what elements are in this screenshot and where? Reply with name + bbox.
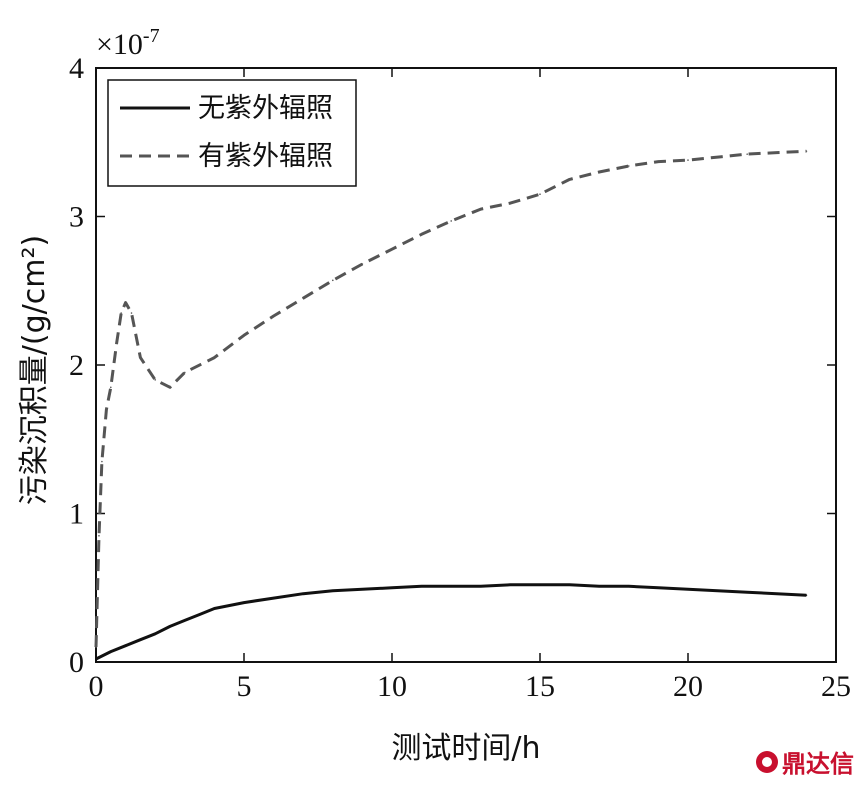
series-1-point	[391, 586, 393, 589]
series-2-point	[95, 646, 97, 648]
series-1-point	[509, 583, 512, 586]
y-scale-base: ×10	[96, 28, 143, 61]
series-1-point	[716, 589, 719, 592]
legend-box	[107, 79, 357, 187]
legend: 无紫外辐照 有紫外辐照	[107, 79, 357, 187]
series-2-point	[332, 279, 334, 282]
series-line-2	[94, 149, 807, 648]
x-tick-label: 15	[525, 670, 555, 703]
series-1-point	[139, 638, 142, 641]
series-2-point	[243, 334, 245, 337]
y-axis-ticks: 0 1 2 3 4	[69, 52, 836, 679]
series-1-point	[154, 632, 156, 635]
series-1-point	[746, 591, 748, 594]
x-tick-label: 20	[673, 670, 703, 703]
y-tick-label: 1	[69, 498, 84, 531]
series-layer	[94, 149, 808, 661]
series-2-point	[450, 220, 453, 222]
x-tick-label: 25	[821, 670, 851, 703]
series-2-point	[776, 151, 778, 154]
series-1-point	[110, 650, 112, 653]
series-1-point	[124, 644, 127, 647]
legend-label-series-1: 无紫外辐照	[198, 93, 333, 124]
series-2-point	[169, 386, 171, 389]
series-2-point	[302, 297, 305, 299]
y-axis-title: 污染沉积量/(g/cm²)	[17, 235, 52, 505]
series-1-point	[628, 585, 630, 588]
y-tick-label: 2	[69, 349, 84, 382]
series-2-point	[139, 356, 142, 359]
x-axis-title: 测试时间/h	[391, 731, 540, 766]
x-tick-label: 0	[89, 670, 104, 703]
series-2-point	[391, 248, 393, 250]
series-2-point	[272, 315, 275, 317]
series-2-point	[110, 386, 112, 389]
x-axis-ticks: 0 5 10 15 20 25	[89, 68, 851, 703]
series-1-point	[568, 583, 571, 586]
series-2-point	[101, 460, 103, 463]
series-1-point	[480, 585, 482, 588]
series-2-point	[124, 301, 127, 304]
series-1-point	[361, 588, 364, 591]
series-2-point	[805, 150, 808, 152]
series-2-point	[657, 160, 660, 163]
y-scale-exponent: -7	[143, 25, 160, 47]
series-1-point	[213, 607, 216, 610]
series-1-point	[539, 583, 541, 586]
series-2-point	[105, 408, 108, 411]
series-1-point	[657, 586, 660, 589]
series-2-point	[509, 202, 512, 204]
series-2-point	[687, 159, 689, 161]
series-2-point	[184, 371, 186, 374]
series-1-point	[243, 601, 245, 604]
series-1-point	[687, 588, 689, 591]
series-1-point	[332, 589, 334, 592]
series-1-point	[776, 592, 778, 595]
series-2-point	[420, 233, 423, 236]
watermark-icon	[756, 750, 778, 773]
watermark-text: 鼎达信	[782, 750, 854, 778]
series-1-point	[450, 585, 453, 588]
series-1-point	[169, 625, 171, 628]
series-2-point	[568, 178, 571, 181]
series-1-point	[95, 658, 97, 660]
y-tick-label: 3	[69, 201, 84, 234]
x-tick-label: 10	[377, 670, 407, 703]
series-2-point	[213, 356, 216, 359]
watermark-logo: 鼎达信	[756, 744, 854, 779]
series-2-point	[120, 312, 122, 314]
y-scale-label: ×10-7	[96, 25, 160, 61]
series-2-point	[98, 534, 100, 537]
series-2-point	[130, 312, 133, 314]
series-2-point	[598, 171, 600, 173]
series-2-point	[716, 156, 719, 158]
series-2-point	[539, 193, 541, 196]
series-1-point	[420, 585, 423, 588]
series-1-point	[598, 585, 600, 588]
series-2-point	[115, 341, 118, 344]
series-2-point	[480, 208, 482, 210]
series-2-point	[154, 379, 156, 381]
series-2-point	[628, 165, 630, 167]
series-1-point	[198, 613, 201, 616]
series-2-point	[361, 263, 364, 265]
legend-label-series-2: 有紫外辐照	[198, 141, 333, 172]
y-tick-label: 4	[69, 52, 84, 85]
series-1-point	[805, 594, 808, 596]
x-tick-label: 5	[237, 670, 252, 703]
series-1-point	[302, 592, 305, 595]
y-tick-label: 0	[69, 646, 84, 679]
series-2-point	[746, 153, 748, 155]
series-1-point	[272, 597, 275, 599]
series-1-point	[184, 619, 186, 622]
